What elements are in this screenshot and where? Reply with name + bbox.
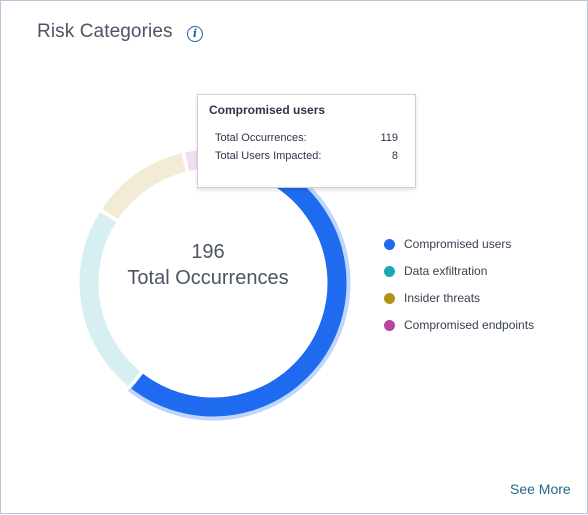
tooltip-row-occurrences: Total Occurrences: 119	[215, 132, 398, 144]
see-more-link[interactable]: See More	[510, 481, 571, 497]
chart-tooltip: Compromised users Total Occurrences: 119…	[197, 94, 416, 188]
tooltip-row-label: Total Users Impacted:	[215, 150, 322, 162]
legend-dot	[384, 293, 395, 304]
legend-dot	[384, 320, 395, 331]
legend-label: Data exfiltration	[404, 264, 488, 278]
donut-slice-data-exfiltration[interactable]	[79, 211, 141, 387]
legend-label: Insider threats	[404, 291, 481, 305]
legend-dot	[384, 239, 395, 250]
total-occurrences-value: 196	[191, 241, 225, 263]
legend-label: Compromised endpoints	[404, 318, 535, 332]
tooltip-title: Compromised users	[209, 103, 326, 117]
tooltip-row-value: 8	[391, 150, 398, 162]
tooltip-row-users-impacted: Total Users Impacted: 8	[215, 150, 398, 162]
legend-dot	[384, 266, 395, 277]
total-occurrences-label: Total Occurrences	[127, 267, 289, 289]
legend-label: Compromised users	[404, 237, 512, 251]
tooltip-row-label: Total Occurrences:	[215, 132, 307, 144]
donut-slice-insider-threats[interactable]	[102, 153, 187, 220]
info-icon[interactable]: i	[187, 26, 203, 42]
card-title: Risk Categories	[37, 21, 173, 42]
tooltip-row-value: 119	[380, 132, 398, 144]
